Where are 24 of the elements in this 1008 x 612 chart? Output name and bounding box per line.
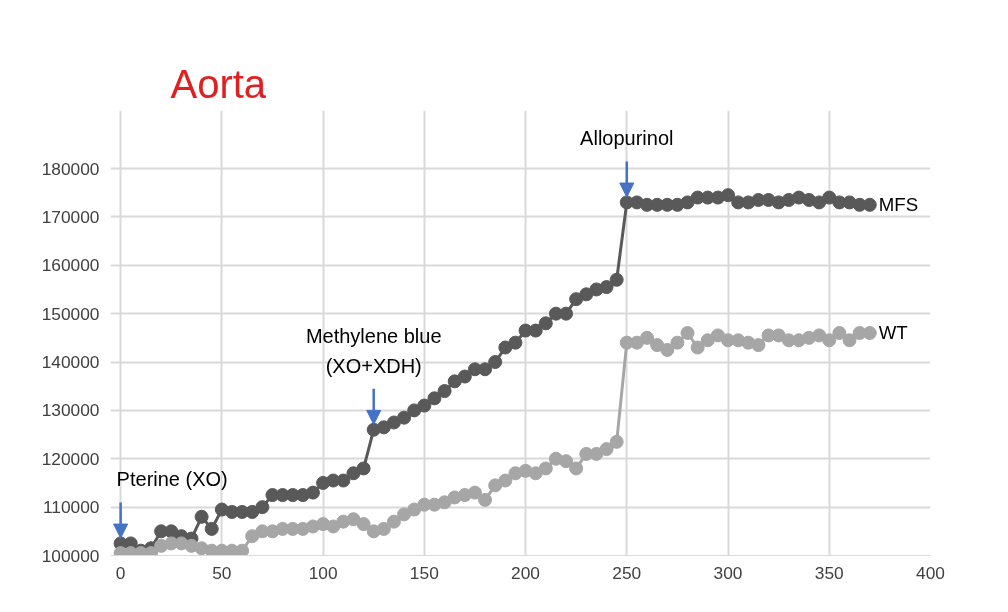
y-tick-label: 160000 [41,255,100,276]
x-tick-label: 0 [115,562,126,583]
y-tick-label: 100000 [41,545,100,566]
y-tick-label: 150000 [41,303,100,324]
annotation: Methylene blue (XO+XDH) [305,324,442,377]
annotation: Allopurinol [580,127,674,150]
x-tick-label: 50 [212,562,232,583]
y-tick-label: 120000 [41,448,100,469]
x-tick-label: 300 [713,562,743,583]
y-tick-label: 130000 [41,400,100,421]
x-tick-label: 150 [409,562,439,583]
chart-title: Aorta [170,61,267,106]
x-tick-label: 200 [511,562,541,583]
x-tick-label: 100 [308,562,338,583]
y-tick-label: 140000 [41,352,100,373]
x-tick-label: 250 [612,562,642,583]
series-label: WT [878,322,908,343]
y-tick-label: 180000 [41,158,100,179]
y-tick-label: 170000 [41,206,100,227]
series-label: MFS [878,193,919,215]
y-tick-label: 110000 [42,497,100,518]
x-tick-label: 400 [916,562,945,583]
x-tick-label: 350 [814,562,844,583]
annotation: Pterine (XO) [116,468,228,491]
